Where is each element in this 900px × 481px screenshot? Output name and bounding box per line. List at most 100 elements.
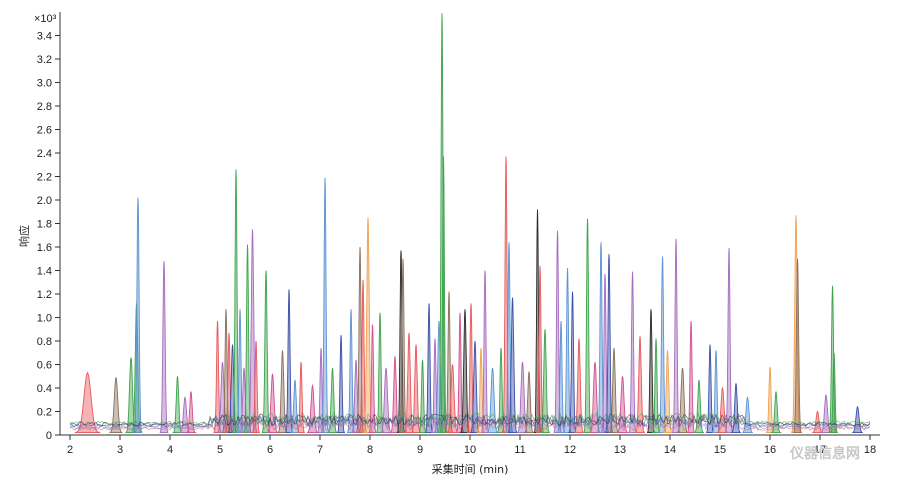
peak <box>497 348 505 434</box>
baseline-layer <box>69 411 871 432</box>
peak <box>266 373 279 434</box>
peak <box>536 265 544 434</box>
peak <box>431 338 439 434</box>
x-axis-title: 采集时间 (min) <box>432 462 509 476</box>
x-tick-label: 2 <box>67 444 73 456</box>
peak <box>605 254 613 434</box>
peak <box>337 335 345 434</box>
peak <box>247 229 258 434</box>
peak <box>213 320 222 434</box>
peak <box>662 350 673 434</box>
peak <box>516 362 529 434</box>
peak <box>647 309 655 434</box>
y-tick-label: 2.0 <box>37 195 52 207</box>
y-tick-label: 1.2 <box>37 289 52 301</box>
x-tick-label: 10 <box>464 444 476 456</box>
x-tick-label: 16 <box>764 444 776 456</box>
peak <box>380 367 392 434</box>
y-tick-label: 1.4 <box>37 266 52 278</box>
peak <box>687 320 695 434</box>
peak <box>125 357 137 434</box>
peak <box>477 348 485 434</box>
peak <box>505 242 513 434</box>
peak <box>830 352 838 434</box>
peak <box>74 371 101 434</box>
peak <box>540 329 550 434</box>
y-tick-label: 2.2 <box>37 172 52 184</box>
y-tick-label: 0.6 <box>37 360 52 372</box>
x-tick-label: 13 <box>614 444 626 456</box>
peak <box>635 336 645 434</box>
x-tick-label: 9 <box>417 444 423 456</box>
x-tick-label: 3 <box>117 444 123 456</box>
peak <box>368 324 377 434</box>
peak <box>306 383 319 434</box>
y-tick-label: 3.4 <box>37 31 52 43</box>
peak <box>456 312 464 434</box>
peak <box>597 242 605 434</box>
peak <box>446 364 459 434</box>
peak <box>376 312 384 434</box>
peak <box>725 248 733 434</box>
peak <box>563 268 572 434</box>
x-tick-label: 17 <box>814 444 826 456</box>
peak <box>616 376 629 434</box>
x-tick-label: 15 <box>714 444 726 456</box>
x-tick-label: 7 <box>317 444 323 456</box>
peak <box>672 238 680 434</box>
x-tick-label: 12 <box>564 444 576 456</box>
peak <box>317 348 325 434</box>
y-tick-label: 2.4 <box>37 148 52 160</box>
peak <box>179 396 191 434</box>
peaks-layer <box>74 13 863 434</box>
peak <box>652 338 660 434</box>
ticks-layer: 2 3 4 5 6 7 8 9 10 11 12 13 14 15 16 17 18 0 0.2 0.4 0.6 0.8 1… <box>37 31 876 457</box>
peak <box>232 169 240 434</box>
peak <box>676 367 689 434</box>
y-tick-label: 0 <box>46 430 52 442</box>
x-tick-label: 6 <box>267 444 273 456</box>
peak <box>290 379 300 434</box>
watermark-text: 仪器信息网 <box>789 445 860 462</box>
peak <box>628 271 637 434</box>
y-tick-label: 0.2 <box>37 407 52 419</box>
y-tick-label: 1.0 <box>37 313 52 325</box>
peak <box>486 367 499 434</box>
peak <box>568 291 577 434</box>
y-tick-label: 0.8 <box>37 336 52 348</box>
y-axis-title: 响应 <box>17 225 31 247</box>
x-tick-label: 11 <box>514 444 525 456</box>
y-tick-label: 1.6 <box>37 242 52 254</box>
peak <box>239 367 249 434</box>
peak <box>261 270 271 434</box>
x-tick-label: 8 <box>367 444 373 456</box>
peak <box>285 289 293 434</box>
peak <box>524 371 534 434</box>
y-tick-label: 2.8 <box>37 101 52 113</box>
y-tick-label: 1.8 <box>37 219 52 231</box>
peak <box>658 256 667 434</box>
peak <box>109 377 123 434</box>
peak <box>236 309 244 434</box>
y-multiplier-label: ×10³ <box>34 13 57 25</box>
peak <box>828 285 837 434</box>
peak <box>297 362 305 434</box>
peak <box>583 218 592 434</box>
peak <box>438 13 446 434</box>
peak <box>425 303 433 434</box>
peak <box>227 344 238 434</box>
peak <box>731 383 741 434</box>
y-tick-label: 2.6 <box>37 125 52 137</box>
x-tick-label: 5 <box>217 444 223 456</box>
x-tick-label: 14 <box>664 444 676 456</box>
peak <box>351 359 361 434</box>
peak <box>434 320 444 434</box>
peak <box>852 405 863 434</box>
y-tick-label: 3.2 <box>37 54 52 66</box>
peak <box>411 344 421 434</box>
y-tick-label: 0.4 <box>37 383 52 395</box>
x-tick-label: 18 <box>864 444 876 456</box>
y-tick-label: 3.0 <box>37 78 52 90</box>
peak <box>404 332 414 434</box>
